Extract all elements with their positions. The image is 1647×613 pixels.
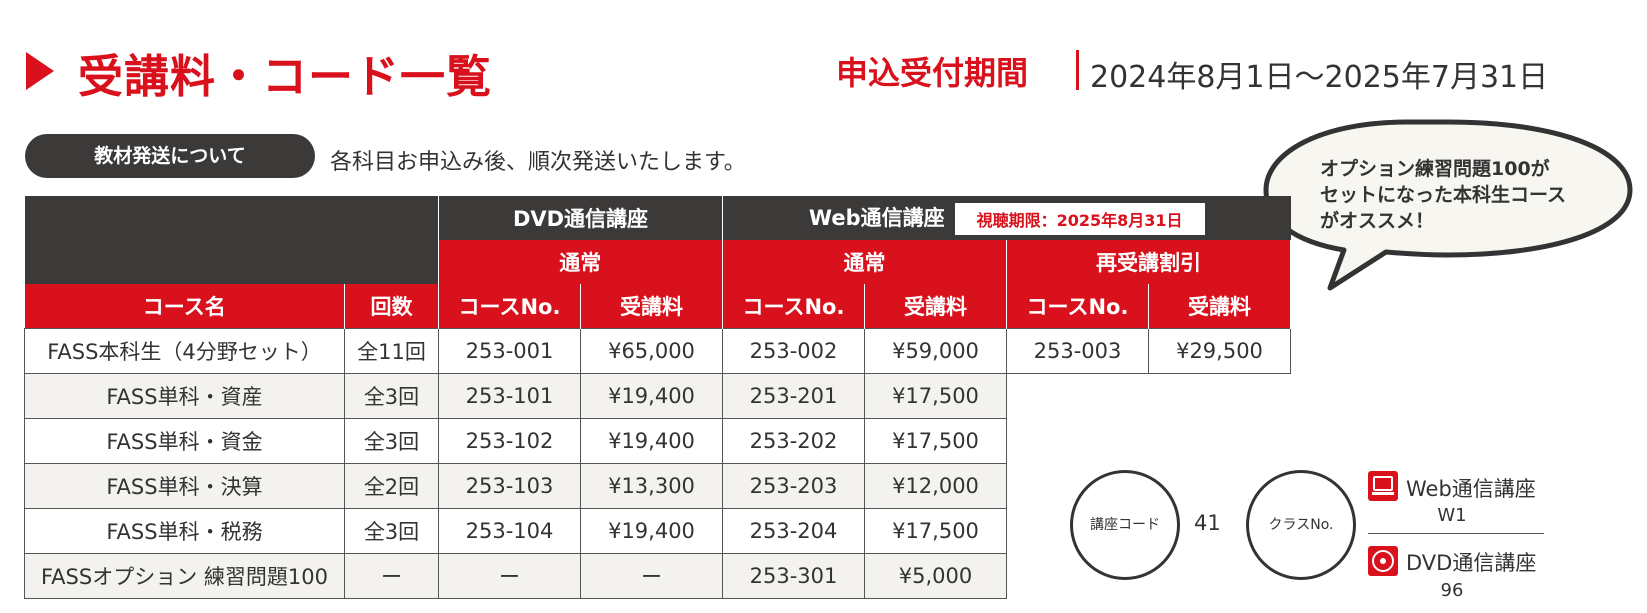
course-name-cell: FASSオプション 練習問題100 bbox=[24, 553, 345, 599]
dvd-code-cell: ー bbox=[438, 553, 581, 599]
dvd-fee-cell: ー bbox=[580, 553, 723, 599]
col-header-course: コース名 bbox=[24, 284, 345, 329]
web-code-cell: 253-204 bbox=[722, 508, 865, 554]
times-cell: 全11回 bbox=[344, 328, 439, 374]
bubble-line: がオススメ！ bbox=[1320, 210, 1435, 232]
times-cell: 全3回 bbox=[344, 373, 439, 419]
web-fee-cell: ¥12,000 bbox=[864, 463, 1007, 509]
dvd-fee-cell: ¥19,400 bbox=[580, 418, 723, 464]
period-divider bbox=[1076, 50, 1079, 90]
group-header-dvd: DVD通信講座 bbox=[438, 196, 723, 240]
dvd-fee-cell: ¥65,000 bbox=[580, 328, 723, 374]
retake-fee-cell: ¥29,500 bbox=[1148, 328, 1291, 374]
dvd-code-cell: 253-101 bbox=[438, 373, 581, 419]
table-row: FASS単科・資産 全3回 253-101 ¥19,400 253-201 ¥1… bbox=[24, 373, 1291, 419]
course-code-circle: 講座コード bbox=[1070, 470, 1180, 580]
web-code-cell: 253-301 bbox=[722, 553, 865, 599]
times-cell: ー bbox=[344, 553, 439, 599]
course-code-label: 講座コード bbox=[1090, 517, 1160, 533]
web-code-cell: 253-002 bbox=[722, 328, 865, 374]
col-header-code: コースNo. bbox=[1006, 284, 1149, 329]
col-header-code: コースNo. bbox=[438, 284, 581, 329]
sub-header-dvd-normal: 通常 bbox=[438, 240, 723, 284]
empty-cell bbox=[1006, 373, 1291, 419]
shipping-notice-pill: 教材発送について bbox=[25, 134, 315, 178]
speech-bubble bbox=[1263, 119, 1633, 291]
table-row: FASS単科・決算 全2回 253-103 ¥13,300 253-203 ¥1… bbox=[24, 463, 1291, 509]
dvd-code-cell: 253-104 bbox=[438, 508, 581, 554]
dvd-code-cell: 253-102 bbox=[438, 418, 581, 464]
web-code-cell: 253-203 bbox=[722, 463, 865, 509]
period-value: 2024年8月1日～2025年7月31日 bbox=[1090, 60, 1549, 95]
table-corner bbox=[24, 196, 439, 284]
web-code-cell: 253-202 bbox=[722, 418, 865, 464]
course-code-value: 41 bbox=[1194, 511, 1221, 535]
class-no-circle: クラスNo. bbox=[1246, 470, 1356, 580]
class-no-label: クラスNo. bbox=[1268, 517, 1334, 533]
dvd-code-cell: 253-001 bbox=[438, 328, 581, 374]
web-fee-cell: ¥5,000 bbox=[864, 553, 1007, 599]
fee-table: DVD通信講座 Web通信講座 視聴期限：2025年8月31日 通常 通常 再受講… bbox=[24, 196, 1291, 599]
course-name-cell: FASS単科・資金 bbox=[24, 418, 345, 464]
col-header-fee: 受講料 bbox=[580, 284, 723, 329]
page-title: 受講料・コード一覧 bbox=[78, 50, 493, 103]
table-row: FASS単科・税務 全3回 253-104 ¥19,400 253-204 ¥1… bbox=[24, 508, 1291, 554]
table-row: FASS単科・資金 全3回 253-102 ¥19,400 253-202 ¥1… bbox=[24, 418, 1291, 464]
shipping-notice-text: 各科目お申込み後、順次発送いたします。 bbox=[330, 150, 746, 175]
web-fee-cell: ¥59,000 bbox=[864, 328, 1007, 374]
times-cell: 全2回 bbox=[344, 463, 439, 509]
web-deadline-badge: 視聴期限：2025年8月31日 bbox=[954, 202, 1205, 235]
dvd-disc-icon bbox=[1368, 546, 1398, 576]
web-course-icon bbox=[1368, 471, 1398, 501]
col-header-fee: 受講料 bbox=[1148, 284, 1291, 329]
dvd-fee-cell: ¥19,400 bbox=[580, 373, 723, 419]
bubble-line: セットになった本科生コース bbox=[1320, 184, 1567, 206]
empty-cell bbox=[1006, 418, 1291, 464]
course-name-cell: FASS単科・資産 bbox=[24, 373, 345, 419]
retake-code-cell: 253-003 bbox=[1006, 328, 1149, 374]
title-arrow-icon bbox=[26, 52, 54, 90]
group-header-web-label: Web通信講座 bbox=[808, 205, 945, 230]
sub-header-web-normal: 通常 bbox=[722, 240, 1007, 284]
group-header-web: Web通信講座 視聴期限：2025年8月31日 bbox=[722, 196, 1291, 240]
web-course-label: Web通信講座 bbox=[1406, 477, 1536, 501]
web-code-cell: 253-201 bbox=[722, 373, 865, 419]
dvd-code-cell: 253-103 bbox=[438, 463, 581, 509]
table-row: FASSオプション 練習問題100 ー ー ー 253-301 ¥5,000 bbox=[24, 553, 1291, 599]
course-name-cell: FASS単科・決算 bbox=[24, 463, 345, 509]
table-row: FASS本科生（4分野セット） 全11回 253-001 ¥65,000 253… bbox=[24, 328, 1291, 374]
period-label: 申込受付期間 bbox=[836, 54, 1029, 92]
dvd-course-code: 96 bbox=[1440, 580, 1464, 601]
web-fee-cell: ¥17,500 bbox=[864, 418, 1007, 464]
divider bbox=[1368, 533, 1544, 534]
col-header-fee: 受講料 bbox=[864, 284, 1007, 329]
col-header-code: コースNo. bbox=[722, 284, 865, 329]
bubble-line: オプション練習問題100が bbox=[1320, 158, 1550, 180]
times-cell: 全3回 bbox=[344, 508, 439, 554]
web-course-code: W1 bbox=[1437, 505, 1467, 526]
course-name-cell: FASS本科生（4分野セット） bbox=[24, 328, 345, 374]
dvd-fee-cell: ¥19,400 bbox=[580, 508, 723, 554]
times-cell: 全3回 bbox=[344, 418, 439, 464]
col-header-times: 回数 bbox=[344, 284, 439, 329]
web-fee-cell: ¥17,500 bbox=[864, 508, 1007, 554]
course-name-cell: FASS単科・税務 bbox=[24, 508, 345, 554]
sub-header-web-retake: 再受講割引 bbox=[1006, 240, 1291, 284]
web-fee-cell: ¥17,500 bbox=[864, 373, 1007, 419]
bubble-text: オプション練習問題100が セットになった本科生コース がオススメ！ bbox=[1320, 156, 1600, 234]
dvd-course-label: DVD通信講座 bbox=[1406, 551, 1537, 575]
dvd-fee-cell: ¥13,300 bbox=[580, 463, 723, 509]
